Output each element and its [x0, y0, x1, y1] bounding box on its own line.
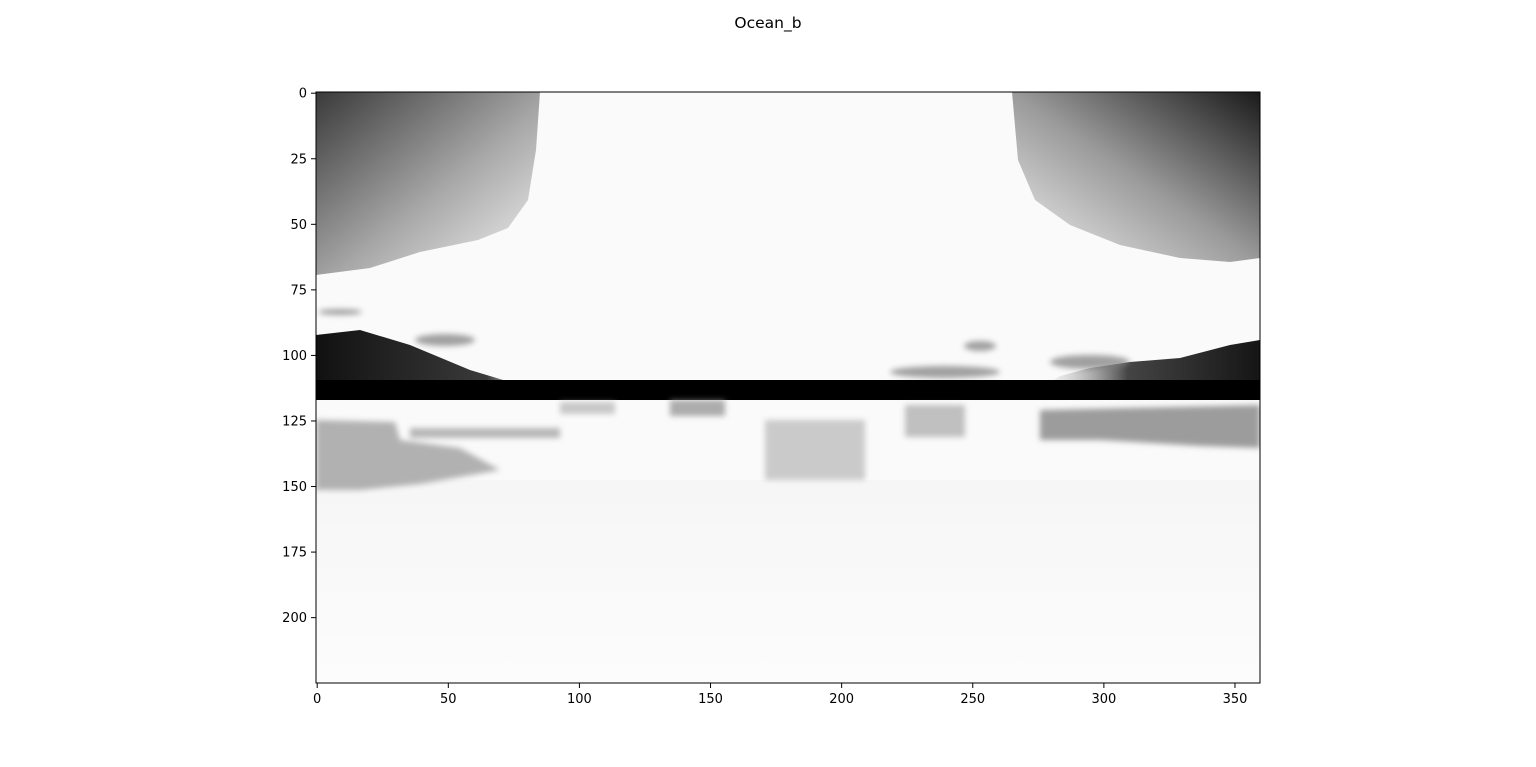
y-tick-label: 25 — [290, 152, 307, 167]
x-tick-label: 250 — [960, 692, 985, 707]
chart-title: Ocean_b — [734, 14, 801, 33]
y-tick-label: 50 — [290, 218, 307, 233]
mid-water-streak — [560, 402, 615, 414]
y-tick-label: 125 — [282, 414, 307, 429]
x-tick-label: 150 — [698, 692, 723, 707]
x-tick-label: 350 — [1223, 692, 1248, 707]
x-tick-label: 200 — [829, 692, 854, 707]
center-right-patch — [905, 405, 965, 437]
plot-frame — [315, 91, 1261, 684]
y-tick-label: 150 — [282, 480, 307, 495]
y-tick-label: 0 — [299, 87, 307, 102]
top-left-sky-gradient — [316, 92, 540, 275]
right-water-patch — [1040, 405, 1260, 448]
x-tick-label: 100 — [567, 692, 592, 707]
x-tick-label: 0 — [313, 692, 321, 707]
left-water-patch — [316, 420, 500, 490]
horizon-clouds — [318, 309, 1130, 378]
x-axis: 0 50 100 150 200 250 300 350 — [313, 683, 1247, 707]
lower-water-gradient — [316, 480, 1260, 683]
plot-area — [316, 92, 1260, 683]
left-water-streak — [410, 428, 560, 438]
y-tick-label: 100 — [282, 349, 307, 364]
center-reflection-patch — [765, 420, 865, 480]
center-small-patch — [670, 400, 725, 416]
y-axis: 0 25 50 75 100 125 150 175 200 — [282, 87, 316, 626]
y-tick-label: 200 — [282, 611, 307, 626]
y-tick-label: 175 — [282, 546, 307, 561]
top-right-sky-gradient — [1012, 92, 1260, 262]
x-tick-label: 50 — [440, 692, 457, 707]
x-tick-label: 300 — [1091, 692, 1116, 707]
horizon-band — [316, 380, 1260, 400]
y-tick-label: 75 — [290, 283, 307, 298]
water-patches — [316, 400, 1260, 490]
